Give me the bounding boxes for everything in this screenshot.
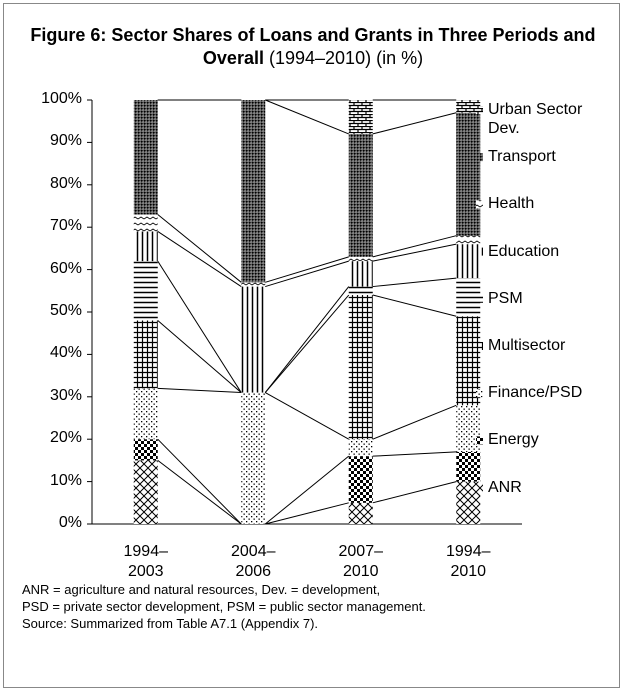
x-tick-label: 1994–2003 — [123, 543, 169, 580]
bar-segment — [133, 388, 158, 440]
connector — [157, 231, 242, 287]
legend-label: Health — [488, 195, 535, 213]
bar-segment — [348, 295, 373, 440]
connector — [372, 451, 457, 457]
bar-segment — [133, 214, 158, 232]
y-tick-label: 100% — [41, 90, 82, 107]
note: PSD = private sector development, PSM = … — [22, 599, 426, 614]
chart-title: Figure 6: Sector Shares of Loans and Gra… — [30, 25, 596, 68]
legend-swatch — [476, 294, 483, 303]
frame — [3, 3, 620, 688]
y-tick-label: 20% — [49, 429, 82, 447]
y-tick-label: 30% — [49, 386, 82, 404]
bar-segment — [241, 286, 266, 393]
bar-segment — [133, 100, 158, 215]
x-tick-label: 1994–2010 — [446, 543, 491, 580]
note: ANR = agriculture and natural resources,… — [22, 582, 381, 597]
legend-swatch — [476, 389, 483, 398]
chart-subtitle: (1994–2010) (in %) — [268, 48, 424, 68]
bar-segment — [133, 460, 158, 524]
legend-swatch — [476, 436, 483, 445]
note: Source: Summarized from Table A7.1 (Appe… — [22, 616, 319, 631]
y-tick-label: 90% — [49, 132, 82, 150]
connector — [265, 260, 349, 288]
connector — [372, 294, 457, 317]
connector — [157, 438, 242, 525]
connector — [372, 404, 457, 440]
bar-segment — [241, 100, 266, 283]
legend-swatch — [476, 342, 483, 350]
bar-segment — [456, 235, 481, 245]
bar-segment — [348, 456, 373, 503]
legend-label: ANR — [488, 478, 522, 496]
connector — [265, 99, 349, 135]
y-tick-label: 80% — [49, 174, 82, 192]
connector — [157, 214, 242, 283]
bar-segment — [348, 439, 373, 457]
y-tick-label: 70% — [49, 217, 82, 235]
connector — [372, 481, 457, 504]
bar-segment — [241, 392, 266, 524]
legend-label: PSM — [488, 289, 523, 307]
bar-segment — [133, 261, 158, 321]
bar-segment — [348, 133, 373, 257]
y-tick-label: 50% — [49, 302, 82, 319]
connector — [157, 460, 242, 525]
y-tick-label: 0% — [58, 514, 82, 531]
connector — [372, 235, 457, 258]
bar-segment — [456, 405, 481, 452]
connector — [372, 112, 457, 135]
bar-segment — [348, 261, 373, 287]
legend-swatch — [476, 247, 483, 256]
legend-label: Urban Sector Dev. — [488, 101, 583, 137]
connector — [157, 320, 242, 393]
connector — [265, 256, 349, 283]
connector — [264, 294, 350, 393]
bar-segment — [241, 282, 266, 287]
bar-segment — [348, 502, 373, 524]
bar-segment — [133, 439, 158, 461]
bar-segment — [348, 100, 373, 134]
legend-swatch — [476, 153, 483, 162]
y-tick-label: 10% — [49, 471, 82, 489]
title-block: Figure 6: Sector Shares of Loans and Gra… — [30, 24, 596, 70]
connector — [264, 286, 350, 393]
bar-segment — [456, 451, 481, 482]
bar-segment — [348, 286, 373, 296]
legend-swatch — [476, 106, 483, 114]
legend-label: Energy — [488, 431, 539, 449]
connector — [157, 387, 242, 394]
legend-label: Education — [488, 242, 560, 260]
x-tick-label: 2007–2010 — [338, 543, 384, 580]
connector — [264, 455, 350, 525]
connector — [265, 392, 349, 440]
legend-label: Finance/PSD — [488, 384, 583, 402]
legend-label: Transport — [488, 148, 556, 166]
bar-segment — [133, 231, 158, 262]
x-tick-label: 2004–2006 — [231, 543, 276, 580]
y-tick-label: 40% — [49, 344, 82, 362]
connector — [372, 243, 457, 262]
legend-label: Multisector — [488, 337, 566, 354]
bar-segment — [133, 320, 158, 389]
bar-segment — [456, 100, 481, 113]
bar-segment — [456, 112, 481, 236]
legend-swatch — [476, 483, 483, 492]
legend-swatch — [476, 200, 483, 209]
y-tick-label: 60% — [49, 259, 82, 277]
bar-segment — [348, 256, 373, 262]
connector — [157, 260, 242, 393]
connector — [372, 277, 457, 288]
connector — [265, 502, 349, 525]
